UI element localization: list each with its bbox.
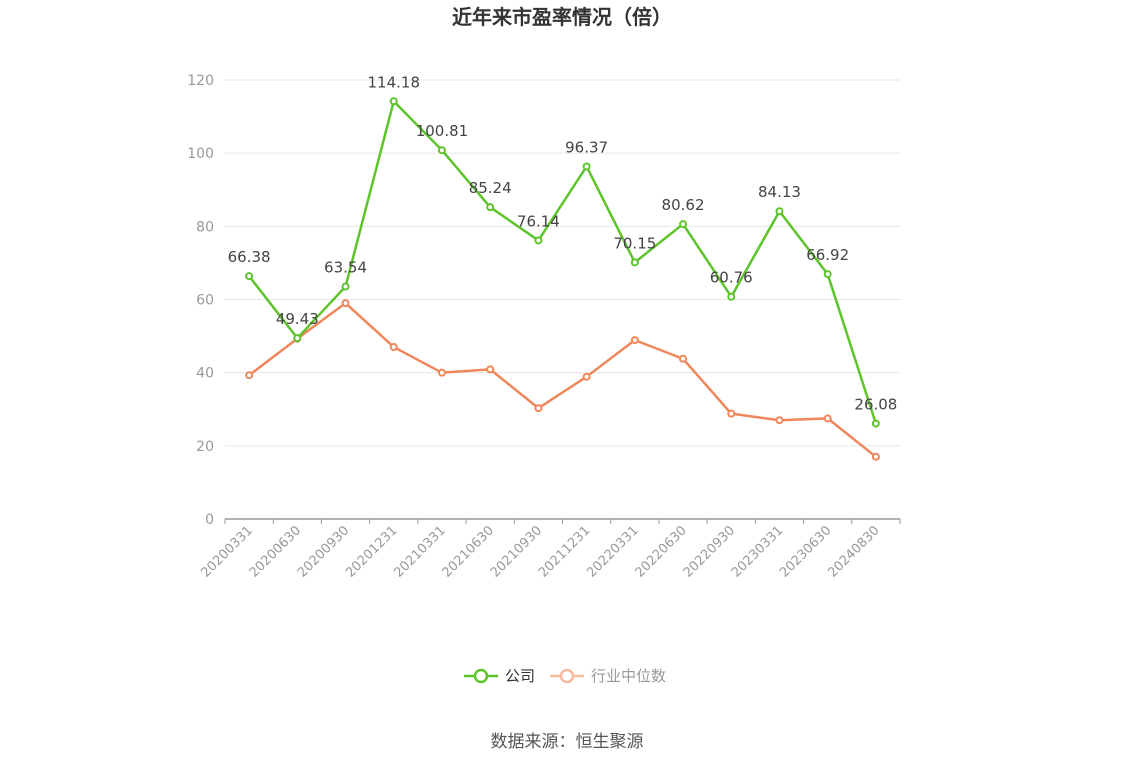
data-point[interactable] bbox=[245, 371, 254, 380]
data-label: 60.76 bbox=[710, 269, 753, 287]
data-point[interactable] bbox=[871, 452, 880, 461]
legend-swatch-marker bbox=[473, 668, 489, 684]
data-label: 49.43 bbox=[276, 310, 319, 328]
series-group bbox=[245, 97, 880, 461]
data-point[interactable] bbox=[534, 236, 543, 245]
data-labels: 66.38 49.43 63.54 114.18 100.81 85.24 76.14 96.… bbox=[228, 73, 898, 413]
data-point[interactable] bbox=[871, 419, 880, 428]
source-note: 数据来源：恒生聚源 bbox=[491, 732, 644, 752]
data-point[interactable] bbox=[727, 409, 736, 418]
data-label: 84.13 bbox=[758, 183, 801, 201]
legend: 公司 行业中位数 bbox=[464, 667, 666, 685]
series-line-0 bbox=[248, 100, 878, 424]
data-label: 26.08 bbox=[854, 396, 897, 414]
data-point[interactable] bbox=[630, 258, 639, 267]
y-tick-label: 40 bbox=[196, 366, 214, 382]
data-point[interactable] bbox=[582, 372, 591, 381]
data-point[interactable] bbox=[823, 270, 832, 279]
y-tick-label: 60 bbox=[196, 293, 214, 309]
data-label: 100.81 bbox=[416, 122, 469, 140]
grid-lines bbox=[225, 79, 900, 447]
x-tick-label: 20210630 bbox=[440, 523, 497, 580]
data-point[interactable] bbox=[582, 162, 591, 171]
y-tick-label: 0 bbox=[205, 512, 214, 528]
legend-label: 公司 bbox=[505, 667, 535, 685]
data-point[interactable] bbox=[534, 404, 543, 413]
data-label: 63.54 bbox=[324, 259, 367, 277]
x-tick-label: 20200331 bbox=[199, 523, 256, 580]
x-tick-label: 20210930 bbox=[488, 523, 545, 580]
data-label: 85.24 bbox=[469, 179, 512, 197]
data-point[interactable] bbox=[630, 336, 639, 345]
y-axis: 0 20 40 60 80 100 120 bbox=[187, 73, 214, 528]
data-point[interactable] bbox=[245, 272, 254, 281]
data-point[interactable] bbox=[293, 334, 302, 343]
legend-item-0[interactable]: 公司 bbox=[464, 667, 535, 685]
y-tick-label: 80 bbox=[196, 219, 214, 235]
data-point[interactable] bbox=[437, 368, 446, 377]
data-point[interactable] bbox=[389, 343, 398, 352]
x-tick-label: 20220331 bbox=[584, 523, 641, 580]
data-point[interactable] bbox=[679, 354, 688, 363]
data-point[interactable] bbox=[727, 292, 736, 301]
data-label: 80.62 bbox=[662, 196, 705, 214]
data-point[interactable] bbox=[341, 282, 350, 291]
data-label: 76.14 bbox=[517, 212, 560, 230]
y-tick-label: 120 bbox=[187, 73, 214, 89]
series-line-1 bbox=[248, 301, 877, 458]
x-tick-label: 20240830 bbox=[825, 523, 882, 580]
data-point[interactable] bbox=[437, 146, 446, 155]
x-tick-label: 20200930 bbox=[295, 523, 352, 580]
data-point[interactable] bbox=[679, 220, 688, 229]
y-tick-label: 20 bbox=[196, 439, 214, 455]
x-axis: 2020033120200630202009302020123120210331… bbox=[199, 518, 901, 581]
data-point[interactable] bbox=[341, 299, 350, 308]
data-label: 70.15 bbox=[613, 234, 656, 252]
legend-swatch-marker bbox=[559, 668, 575, 684]
data-label: 66.92 bbox=[806, 246, 849, 264]
data-point[interactable] bbox=[775, 207, 784, 216]
x-tick-label: 20220630 bbox=[632, 523, 689, 580]
x-tick-label: 20230331 bbox=[729, 523, 786, 580]
data-point[interactable] bbox=[823, 414, 832, 423]
x-tick-label: 20200630 bbox=[247, 523, 304, 580]
legend-label: 行业中位数 bbox=[591, 667, 666, 685]
data-point[interactable] bbox=[389, 97, 398, 106]
x-tick-label: 20210331 bbox=[391, 523, 448, 580]
x-tick-label: 20211231 bbox=[536, 523, 593, 580]
data-label: 114.18 bbox=[368, 73, 421, 91]
legend-item-1[interactable]: 行业中位数 bbox=[550, 667, 666, 685]
y-tick-label: 100 bbox=[187, 146, 214, 162]
chart-title: 近年来市盈率情况（倍） bbox=[452, 5, 672, 29]
data-point[interactable] bbox=[775, 416, 784, 425]
x-tick-label: 20220930 bbox=[681, 523, 738, 580]
x-tick-label: 20230630 bbox=[777, 523, 834, 580]
data-label: 96.37 bbox=[565, 138, 608, 156]
data-point[interactable] bbox=[486, 365, 495, 374]
data-label: 66.38 bbox=[228, 248, 271, 266]
data-point[interactable] bbox=[486, 203, 495, 212]
x-tick-label: 20201231 bbox=[343, 523, 400, 580]
